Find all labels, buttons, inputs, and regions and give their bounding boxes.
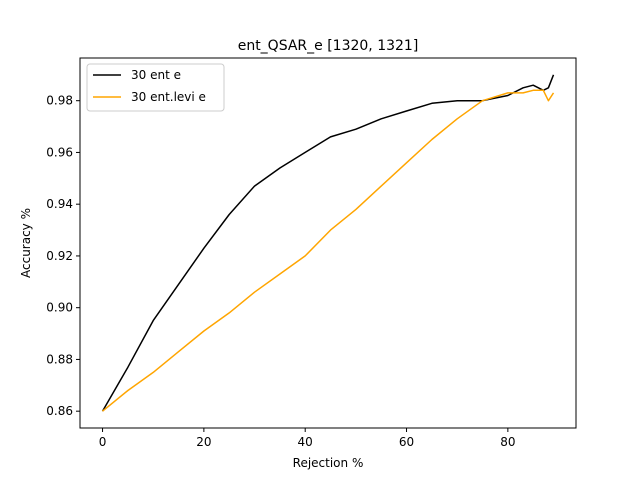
y-axis: 0.86 0.88 0.90 0.92 0.94 0.96 0.98 <box>46 94 80 418</box>
legend: 30 ent e 30 ent.levi e <box>86 63 225 112</box>
legend-label-ent-e: 30 ent e <box>131 68 181 82</box>
x-tick-label: 80 <box>500 435 515 449</box>
y-tick-label: 0.96 <box>46 145 73 159</box>
y-tick-label: 0.92 <box>46 249 73 263</box>
x-axis-title: Rejection % <box>293 456 364 470</box>
y-tick-label: 0.94 <box>46 197 73 211</box>
legend-box <box>86 63 225 112</box>
x-tick-label: 60 <box>399 435 414 449</box>
series-line-0 <box>101 74 555 412</box>
series-line-1 <box>102 89 555 412</box>
x-tick-label: 20 <box>196 435 211 449</box>
y-tick-label: 0.90 <box>46 301 73 315</box>
y-axis-title: Accuracy % <box>19 208 33 278</box>
y-tick-label: 0.86 <box>46 404 73 418</box>
axes-frame <box>79 57 577 429</box>
chart-title: ent_QSAR_e [1320, 1321] <box>238 38 419 54</box>
legend-label-ent-levi-e: 30 ent.levi e <box>131 90 206 104</box>
plot-area <box>101 74 555 412</box>
y-tick-label: 0.88 <box>46 352 73 366</box>
x-tick-label: 0 <box>99 435 107 449</box>
x-axis: 0 20 40 60 80 <box>99 428 515 449</box>
x-tick-label: 40 <box>298 435 313 449</box>
y-tick-label: 0.98 <box>46 94 73 108</box>
